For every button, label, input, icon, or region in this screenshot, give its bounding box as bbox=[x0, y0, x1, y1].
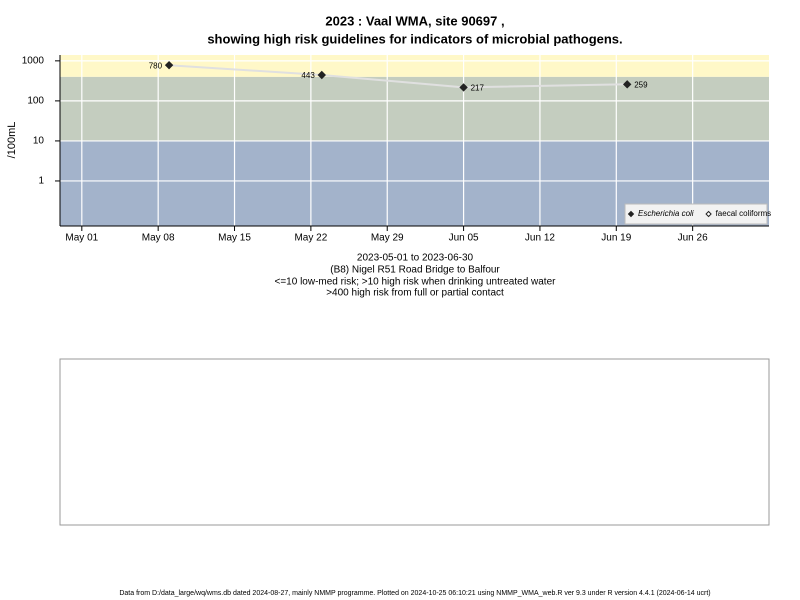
chart-title: showing high risk guidelines for indicat… bbox=[207, 31, 622, 46]
plot-area: 1 10 100 1000 May 01 May 08 May 15 May 22 May 29… bbox=[22, 55, 771, 244]
data-point bbox=[164, 60, 174, 70]
x-tick-label: Jun 05 bbox=[449, 233, 479, 244]
data-label: 259 bbox=[634, 80, 648, 89]
data-label: 780 bbox=[149, 61, 163, 70]
legend-marker bbox=[627, 210, 635, 218]
legend-marker bbox=[705, 210, 712, 218]
x-tick-label: May 15 bbox=[218, 233, 251, 244]
x-tick-label: May 29 bbox=[371, 233, 404, 244]
x-tick-label: Jun 19 bbox=[601, 233, 631, 244]
legend-label: Escherichia coli bbox=[638, 209, 694, 218]
data-label: 217 bbox=[471, 84, 485, 93]
x-tick-label: May 01 bbox=[65, 233, 98, 244]
y-tick-label: 1000 bbox=[22, 55, 45, 66]
x-tick-label: Jun 26 bbox=[678, 233, 708, 244]
note: 2023-05-01 to 2023-06-30 bbox=[357, 253, 474, 264]
x-tick-label: Jun 12 bbox=[525, 233, 555, 244]
x-tick-label: May 22 bbox=[294, 233, 327, 244]
legend-label: faecal coliforms bbox=[716, 209, 772, 218]
y-tick-label: 1 bbox=[38, 176, 44, 187]
y-tick-label: 10 bbox=[33, 136, 45, 147]
risk-band bbox=[60, 76, 769, 141]
legend-box bbox=[624, 203, 768, 225]
data-point bbox=[622, 80, 632, 89]
y-axis-label: /100mL bbox=[6, 122, 18, 159]
note: <=10 low-med risk; >10 high risk when dr… bbox=[275, 277, 557, 288]
series-line bbox=[169, 64, 628, 89]
data-point bbox=[459, 83, 468, 92]
empty-panel bbox=[59, 358, 770, 526]
chart-title: 2023 : Vaal WMA, site 90697 , bbox=[325, 13, 504, 28]
x-tick-label: May 08 bbox=[142, 233, 175, 244]
y-tick-label: 100 bbox=[27, 96, 44, 107]
note: (B8) Nigel R51 Road Bridge to Balfour bbox=[330, 265, 500, 276]
data-label: 443 bbox=[301, 71, 315, 80]
data-point bbox=[317, 70, 326, 80]
footer: Data from D:/data_large/wq/wms.db dated … bbox=[119, 590, 710, 597]
note: >400 high risk from full or partial cont… bbox=[326, 288, 504, 299]
